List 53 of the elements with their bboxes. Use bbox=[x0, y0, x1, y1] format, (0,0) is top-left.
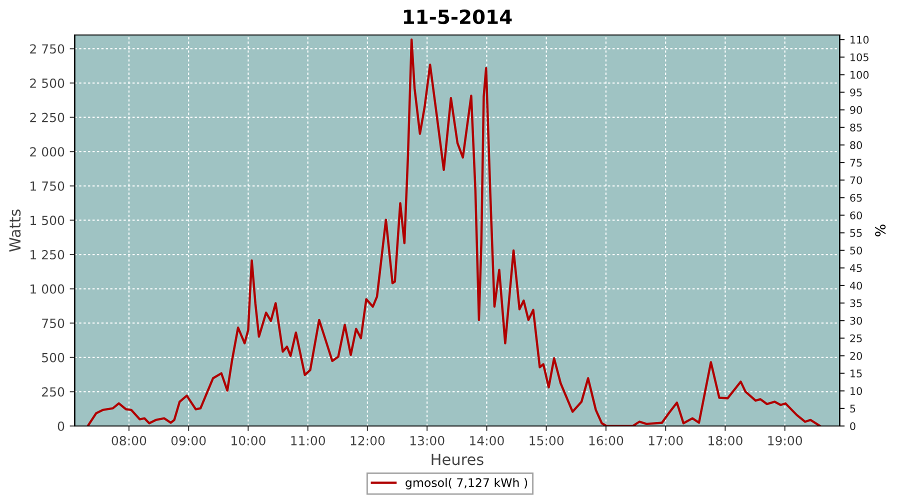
y-tick-label: 1 250 bbox=[30, 250, 64, 260]
y-tick-label: 0 bbox=[58, 421, 64, 431]
y2-tick-label: 85 bbox=[850, 124, 862, 132]
y-tick-label: 2 750 bbox=[30, 44, 64, 54]
legend-label: gmosol( 7,127 kWh ) bbox=[406, 478, 528, 490]
x-tick-label: 18:00 bbox=[708, 436, 742, 446]
y2-tick-label: 100 bbox=[850, 70, 869, 79]
x-tick-label: 17:00 bbox=[648, 436, 683, 446]
y-tick-label: 250 bbox=[42, 387, 64, 397]
y2-tick-label: 40 bbox=[850, 282, 862, 290]
y2-tick-label: 90 bbox=[850, 106, 862, 114]
y2-tick-label: 25 bbox=[850, 334, 862, 342]
y2-tick-label: 15 bbox=[850, 370, 862, 378]
x-tick-label: 14:00 bbox=[470, 436, 504, 446]
y2-tick-label: 80 bbox=[850, 141, 862, 150]
y-tick-label: 1 750 bbox=[30, 181, 64, 191]
x-tick-label: 09:00 bbox=[171, 436, 206, 446]
y-tick-label: 1 000 bbox=[30, 284, 64, 294]
y2-tick-label: 110 bbox=[850, 36, 869, 44]
x-tick-label: 15:00 bbox=[530, 436, 564, 446]
y2-tick-label: 55 bbox=[850, 229, 862, 237]
y-tick-label: 500 bbox=[42, 352, 64, 362]
y2-tick-label: 95 bbox=[850, 88, 862, 96]
x-tick-label: 19:00 bbox=[768, 436, 802, 446]
y2-tick-label: 60 bbox=[850, 211, 862, 220]
y-tick-label: 2 250 bbox=[30, 112, 64, 122]
y2-tick-label: 35 bbox=[850, 299, 862, 308]
y2-tick-label: 105 bbox=[850, 53, 868, 62]
y2-tick-label: 0 bbox=[850, 422, 856, 430]
x-tick-label: 08:00 bbox=[112, 436, 146, 446]
y2-tick-label: 70 bbox=[850, 176, 862, 184]
y-axis-title: Watts bbox=[9, 210, 21, 252]
y-tick-label: 1 500 bbox=[30, 216, 64, 226]
y-tick-label: 2 500 bbox=[30, 78, 64, 88]
y2-tick-label: 45 bbox=[850, 264, 862, 272]
x-axis-title: Heures bbox=[432, 454, 484, 466]
y2-tick-label: 10 bbox=[850, 387, 862, 395]
y-tick-label: 750 bbox=[42, 318, 64, 328]
x-tick-label: 13:00 bbox=[410, 436, 444, 446]
x-tick-label: 11:00 bbox=[291, 436, 326, 446]
y2-tick-label: 75 bbox=[850, 158, 862, 167]
y2-tick-label: 50 bbox=[850, 246, 862, 254]
y2-tick-label: 5 bbox=[850, 404, 856, 413]
x-tick-label: 12:00 bbox=[350, 436, 385, 446]
y2-tick-label: 65 bbox=[850, 194, 862, 202]
x-tick-label: 10:00 bbox=[232, 436, 266, 446]
y2-tick-label: 30 bbox=[850, 316, 862, 325]
x-tick-label: 16:00 bbox=[589, 436, 624, 446]
chart-title: 11-5-2014 bbox=[404, 9, 512, 24]
y2-axis-title: % bbox=[875, 224, 886, 236]
y2-tick-label: 20 bbox=[850, 352, 862, 360]
line-series bbox=[86, 38, 822, 426]
y-tick-label: 2 000 bbox=[30, 147, 64, 157]
